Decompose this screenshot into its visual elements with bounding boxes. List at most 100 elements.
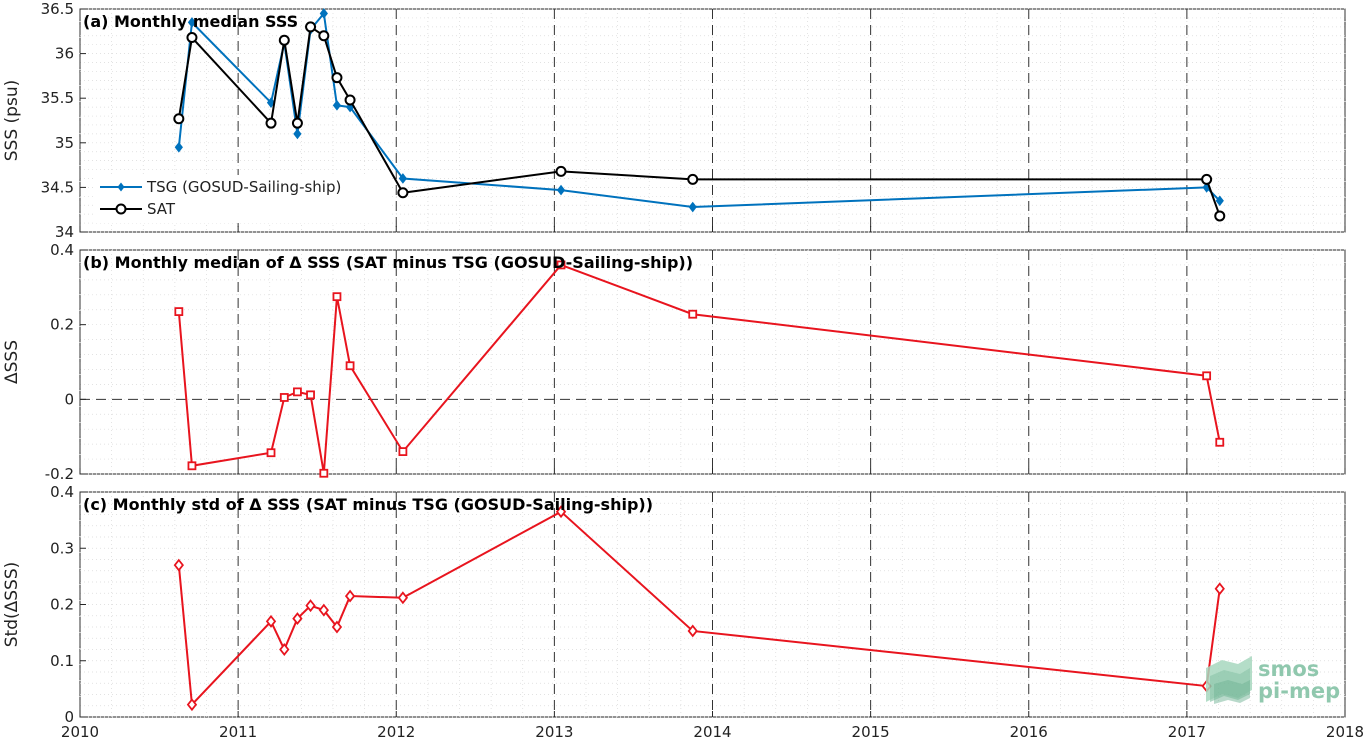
data-point bbox=[318, 603, 329, 617]
panel-b-y-label: ΔSSS bbox=[2, 340, 22, 384]
data-point bbox=[1215, 195, 1224, 207]
data-point bbox=[332, 292, 342, 302]
data-point bbox=[174, 141, 183, 153]
y-tick-label: 35 bbox=[55, 134, 74, 152]
y-tick-label: 0.2 bbox=[50, 316, 74, 334]
x-tick-label: 2011 bbox=[219, 723, 257, 741]
data-point bbox=[555, 165, 567, 177]
data-point bbox=[318, 30, 330, 42]
data-point bbox=[319, 8, 328, 19]
legend-symbol-tsg bbox=[100, 182, 142, 192]
data-point bbox=[306, 390, 315, 400]
data-point bbox=[1214, 582, 1225, 596]
x-tick-label: 2016 bbox=[1010, 723, 1048, 741]
y-tick-label: 34 bbox=[55, 223, 74, 241]
y-tick-label: 0.4 bbox=[50, 241, 74, 259]
panel-c-y-ticks: 0 0.1 0.2 0.3 0.4 bbox=[50, 483, 86, 726]
data-point bbox=[319, 468, 329, 478]
data-point bbox=[173, 113, 185, 125]
y-tick-label: 0 bbox=[64, 390, 74, 408]
data-point bbox=[278, 34, 290, 46]
y-tick-label: 0.4 bbox=[50, 483, 74, 501]
panel-a-title: (a) Monthly median SSS bbox=[83, 12, 298, 31]
data-point bbox=[174, 307, 184, 317]
data-point bbox=[291, 117, 303, 129]
series-line bbox=[177, 25, 1221, 217]
data-point bbox=[1214, 210, 1226, 222]
data-point bbox=[266, 97, 276, 108]
logo-text-smos: smos bbox=[1258, 657, 1319, 681]
data-point bbox=[556, 184, 566, 196]
data-point bbox=[293, 128, 302, 140]
data-point bbox=[279, 643, 290, 656]
data-point bbox=[344, 589, 356, 603]
data-point bbox=[265, 117, 277, 129]
data-point bbox=[173, 558, 184, 572]
data-point bbox=[344, 94, 356, 106]
data-point bbox=[265, 614, 277, 628]
panel-b-series bbox=[174, 260, 1225, 478]
legend-box bbox=[94, 175, 390, 223]
data-point bbox=[687, 624, 698, 638]
legend-marker bbox=[117, 182, 125, 192]
data-point bbox=[279, 393, 289, 402]
y-tick-label: 0 bbox=[64, 708, 74, 726]
data-point bbox=[187, 17, 197, 28]
y-tick-label: 34.5 bbox=[41, 178, 74, 196]
data-point bbox=[688, 201, 697, 213]
data-point bbox=[186, 32, 198, 44]
panel-a-y-ticks: 34 34.5 35 35.5 36 36.5 bbox=[41, 0, 86, 241]
data-point bbox=[331, 72, 343, 84]
data-point bbox=[687, 173, 699, 185]
y-tick-label: -0.2 bbox=[45, 465, 74, 483]
legend-symbol-sat bbox=[100, 203, 142, 215]
y-tick-label: 35.5 bbox=[41, 89, 74, 107]
data-point bbox=[292, 612, 303, 626]
data-point bbox=[397, 591, 409, 605]
legend-marker bbox=[115, 203, 127, 215]
panel-a-series bbox=[173, 8, 1226, 222]
data-point bbox=[266, 448, 276, 458]
data-point bbox=[1215, 437, 1225, 447]
data-point bbox=[332, 100, 342, 111]
logo-wave-icon bbox=[1206, 656, 1252, 704]
x-tick-label: 2018 bbox=[1326, 723, 1364, 741]
legend-label-tsg: TSG (GOSUD-Sailing-ship) bbox=[146, 178, 341, 196]
data-point bbox=[688, 309, 698, 319]
series-line bbox=[177, 510, 1221, 707]
y-tick-label: 0.3 bbox=[50, 539, 74, 557]
panel-c-grid bbox=[79, 491, 1346, 718]
data-point bbox=[305, 599, 316, 613]
x-tick-label: 2014 bbox=[693, 723, 731, 741]
panel-c-y-label: Std(ΔSSS) bbox=[2, 562, 22, 648]
panel-b: -0.2 0 0.2 0.4 (b) Monthly median of Δ SSS … bbox=[2, 241, 1346, 483]
series-line bbox=[177, 263, 1221, 474]
data-point bbox=[305, 21, 317, 33]
data-point bbox=[1201, 173, 1213, 185]
data-point bbox=[345, 361, 355, 371]
y-tick-label: 36.5 bbox=[41, 0, 74, 18]
y-tick-label: 36 bbox=[55, 45, 74, 63]
x-tick-label: 2015 bbox=[852, 723, 890, 741]
y-tick-label: 0.1 bbox=[50, 652, 74, 670]
panel-c-title: (c) Monthly std of Δ SSS (SAT minus TSG … bbox=[83, 495, 653, 514]
panel-b-y-ticks: -0.2 0 0.2 0.4 bbox=[45, 241, 86, 483]
panel-c: 00.10.20.30.4 2010 2011 2012 2013 2014 2015 20… bbox=[2, 483, 1364, 741]
smos-pi-mep-logo: smos pi-mep bbox=[1206, 656, 1340, 704]
data-point bbox=[398, 447, 408, 457]
data-point bbox=[1202, 371, 1212, 381]
panel-a-y-label: SSS (psu) bbox=[2, 80, 22, 161]
data-point bbox=[293, 387, 302, 397]
data-point bbox=[187, 461, 197, 471]
data-point bbox=[397, 187, 409, 199]
x-tick-label: 2012 bbox=[377, 723, 415, 741]
data-point bbox=[555, 505, 567, 519]
panel-c-x-ticks: 2010 2011 2012 2013 2014 2015 2016 2017 2018 bbox=[61, 723, 1364, 741]
x-tick-label: 2017 bbox=[1168, 723, 1206, 741]
panel-a: 34 34.5 35 35.5 36 36.5 (a) Monthly median SS… bbox=[2, 0, 1346, 241]
panel-b-grid bbox=[79, 249, 1346, 475]
data-point bbox=[556, 260, 566, 270]
x-tick-label: 2010 bbox=[61, 723, 99, 741]
logo-text-pi-mep: pi-mep bbox=[1258, 679, 1340, 703]
